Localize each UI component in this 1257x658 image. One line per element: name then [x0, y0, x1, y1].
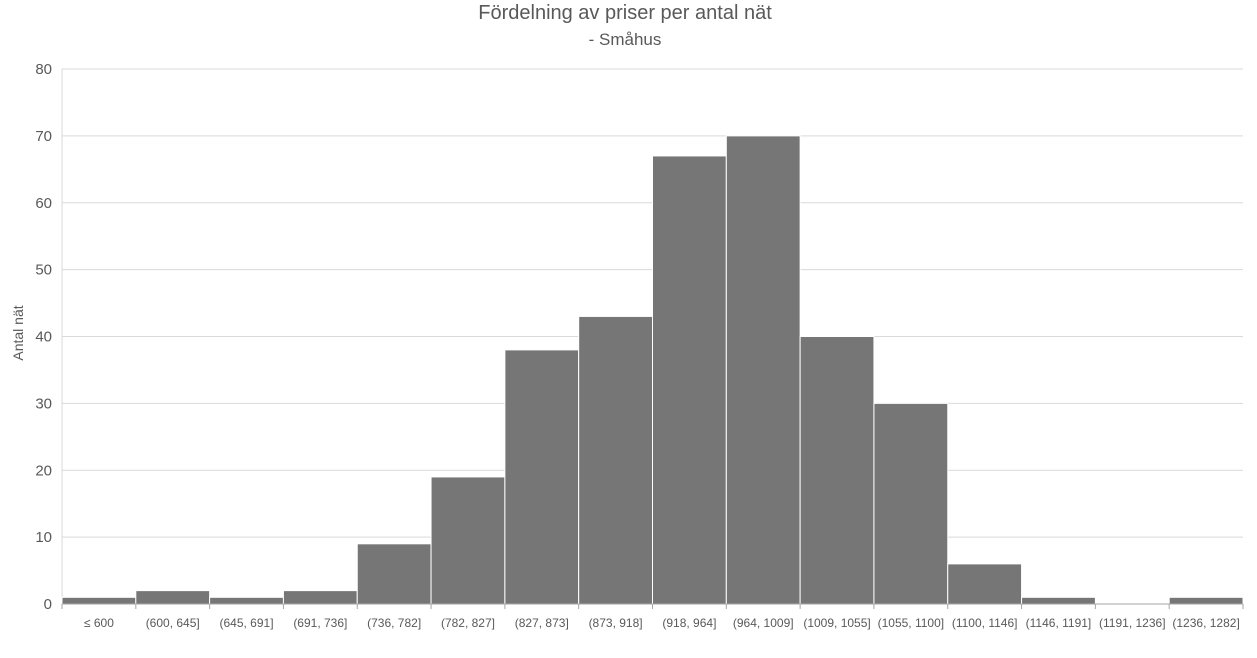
- histogram-bar: [947, 563, 1023, 605]
- histogram-bar: [799, 336, 875, 605]
- histogram-bar: [61, 596, 137, 605]
- histogram-bar: [652, 155, 727, 605]
- x-tick-label: (1191, 1236]: [1099, 616, 1166, 630]
- x-tick-label: (964, 1009]: [733, 616, 794, 630]
- histogram-bar: [1021, 596, 1096, 605]
- chart-subtitle: - Småhus: [588, 30, 662, 49]
- y-tick-label: 0: [44, 596, 52, 613]
- x-tick-label: (782, 827]: [441, 616, 495, 630]
- histogram-bar: [356, 543, 432, 605]
- x-tick-label: (918, 964]: [662, 616, 716, 630]
- y-tick-label: 60: [35, 195, 52, 212]
- x-tick-label: (691, 736]: [293, 616, 347, 630]
- histogram-bar: [430, 476, 506, 605]
- histogram-bar: [725, 135, 801, 605]
- histogram-bar: [135, 590, 211, 605]
- histogram-bar: [209, 596, 284, 605]
- x-tick-label: (1100, 1146]: [952, 616, 1018, 630]
- histogram-bar: [578, 315, 653, 605]
- x-tick-label: ≤ 600: [84, 616, 114, 630]
- y-tick-label: 70: [35, 128, 52, 145]
- x-tick-label: (873, 918]: [589, 616, 643, 630]
- y-tick-label: 20: [35, 462, 52, 479]
- chart-title: Fördelning av priser per antal nät: [478, 2, 772, 24]
- x-tick-label: (1009, 1055]: [803, 616, 870, 630]
- x-tick-label: (645, 691]: [220, 616, 274, 630]
- x-tick-label: (1236, 1282]: [1172, 616, 1239, 630]
- histogram-bar: [873, 402, 949, 605]
- x-tick-label: (1055, 1100]: [878, 616, 945, 630]
- histogram-bar: [1168, 596, 1244, 605]
- y-tick-label: 30: [35, 395, 52, 412]
- histogram-bar: [504, 349, 580, 605]
- y-tick-label: 10: [35, 529, 52, 546]
- x-tick-label: (1146, 1191]: [1026, 616, 1092, 630]
- histogram-bar: [282, 590, 358, 605]
- y-tick-label: 40: [35, 329, 52, 346]
- y-tick-label: 80: [35, 61, 52, 78]
- x-tick-label: (736, 782]: [367, 616, 421, 630]
- x-tick-label: (600, 645]: [146, 616, 200, 630]
- x-tick-label: (827, 873]: [515, 616, 569, 630]
- y-tick-label: 50: [35, 262, 52, 279]
